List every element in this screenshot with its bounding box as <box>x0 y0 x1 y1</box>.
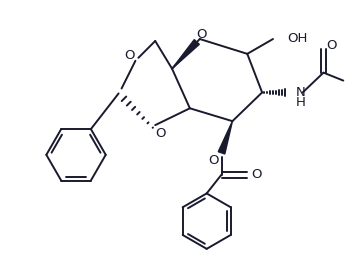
Text: O: O <box>124 49 135 62</box>
Text: O: O <box>197 27 207 41</box>
Text: O: O <box>326 39 337 52</box>
Text: N: N <box>296 86 305 99</box>
Polygon shape <box>218 121 232 154</box>
Text: O: O <box>208 154 219 167</box>
Text: O: O <box>155 126 166 140</box>
Text: OH: OH <box>287 32 307 45</box>
Text: O: O <box>251 168 262 181</box>
Polygon shape <box>172 40 199 69</box>
Text: H: H <box>296 96 306 109</box>
